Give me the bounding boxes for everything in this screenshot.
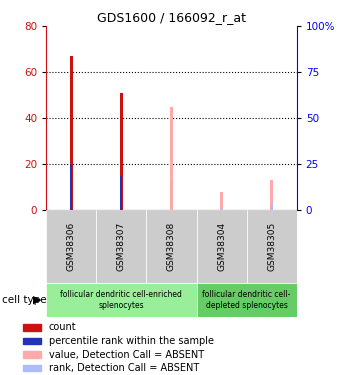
Bar	[197, 283, 297, 317]
Text: GSM38305: GSM38305	[267, 222, 276, 271]
Bar	[70, 56, 73, 210]
Text: value, Detection Call = ABSENT: value, Detection Call = ABSENT	[49, 350, 204, 360]
Text: count: count	[49, 322, 76, 332]
Title: GDS1600 / 166092_r_at: GDS1600 / 166092_r_at	[97, 11, 246, 24]
Bar	[23, 351, 41, 358]
Bar	[46, 210, 96, 283]
Text: ▶: ▶	[33, 295, 42, 305]
Bar	[46, 283, 197, 317]
Bar	[70, 164, 72, 210]
Bar	[146, 210, 197, 283]
Bar	[270, 180, 273, 210]
Bar	[23, 338, 41, 344]
Text: GSM38306: GSM38306	[67, 222, 76, 271]
Bar	[23, 324, 41, 331]
Text: GSM38304: GSM38304	[217, 222, 226, 271]
Text: GSM38308: GSM38308	[167, 222, 176, 271]
Text: percentile rank within the sample: percentile rank within the sample	[49, 336, 214, 346]
Bar	[220, 192, 223, 210]
Bar	[170, 106, 173, 210]
Text: follicular dendritic cell-
depleted splenocytes: follicular dendritic cell- depleted sple…	[202, 290, 291, 310]
Bar	[197, 210, 247, 283]
Bar	[271, 203, 273, 210]
Text: GSM38307: GSM38307	[117, 222, 126, 271]
Text: follicular dendritic cell-enriched
splenocytes: follicular dendritic cell-enriched splen…	[60, 290, 182, 310]
Bar	[120, 176, 122, 210]
Bar	[23, 365, 41, 372]
Bar	[247, 210, 297, 283]
Bar	[221, 208, 223, 210]
Text: rank, Detection Call = ABSENT: rank, Detection Call = ABSENT	[49, 363, 199, 373]
Bar	[170, 180, 173, 210]
Bar	[120, 93, 123, 210]
Text: cell type: cell type	[2, 295, 46, 305]
Bar	[96, 210, 146, 283]
